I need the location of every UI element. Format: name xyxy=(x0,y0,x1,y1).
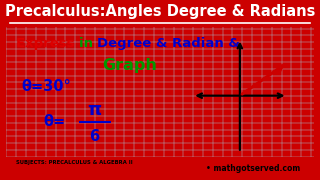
Text: π: π xyxy=(87,101,101,119)
Text: Graph: Graph xyxy=(102,58,157,73)
Text: Degree & Radian &: Degree & Radian & xyxy=(97,37,240,50)
Text: Express: Express xyxy=(16,37,79,50)
Text: 6: 6 xyxy=(89,129,99,144)
Text: Precalculus:Angles Degree & Radians: Precalculus:Angles Degree & Radians xyxy=(5,4,315,19)
Text: θ=30°: θ=30° xyxy=(22,79,71,94)
Text: Links to Playlist, Entire Course, and Worksheet in the
                 Descript: Links to Playlist, Entire Course, and Wo… xyxy=(16,169,111,178)
Text: SUBJECTS: PRECALCULUS & ALGEBRA II: SUBJECTS: PRECALCULUS & ALGEBRA II xyxy=(16,160,132,165)
Text: in: in xyxy=(79,37,97,50)
Text: θ=: θ= xyxy=(43,114,65,129)
Text: • mathgotserved.com: • mathgotserved.com xyxy=(206,164,300,173)
